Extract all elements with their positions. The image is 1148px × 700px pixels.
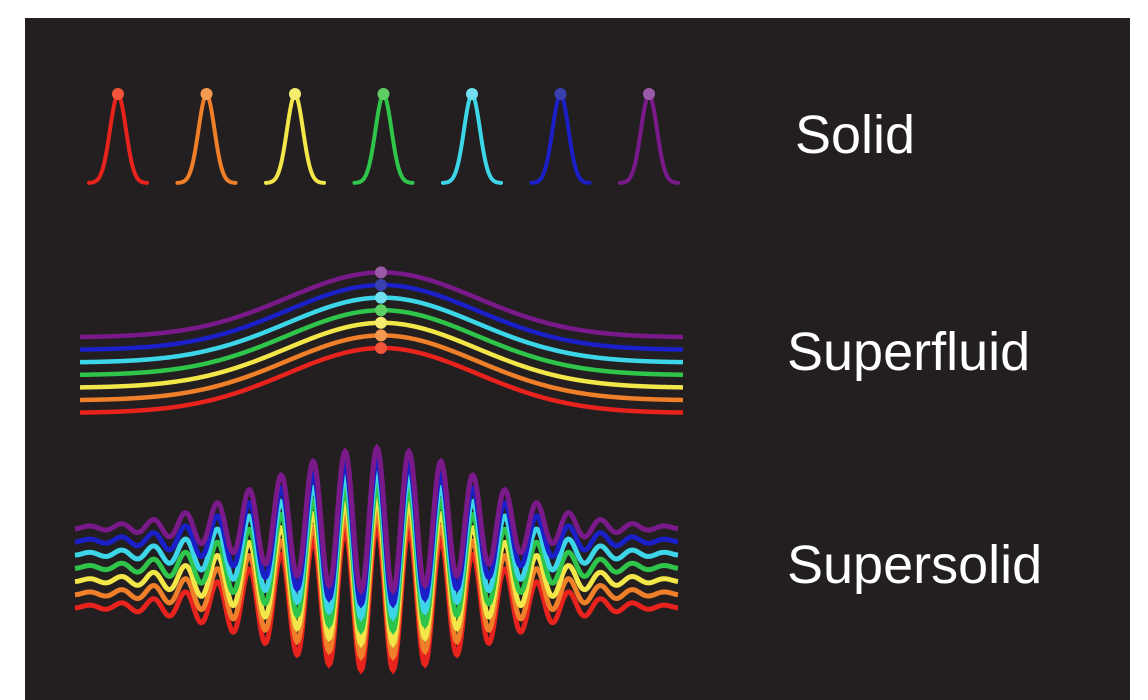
solid-dot: [377, 88, 390, 100]
supersolid-line: [74, 522, 679, 675]
superfluid-label: Superfluid: [787, 322, 1030, 382]
superfluid-dot: [375, 266, 387, 279]
artwork: [74, 88, 684, 675]
superfluid-dot: [375, 329, 387, 342]
solid-dot: [554, 88, 567, 100]
superfluid-dot: [375, 279, 387, 291]
solid-dot: [112, 88, 124, 100]
supersolid-line: [74, 483, 679, 635]
supersolid-line: [74, 509, 679, 662]
supersolid-label: Supersolid: [787, 535, 1042, 595]
solid-dot: [643, 88, 655, 100]
solid-dot: [289, 88, 301, 100]
superfluid-dot: [375, 316, 387, 329]
supersolid-line: [74, 443, 679, 596]
superfluid-dot: [375, 342, 387, 354]
supersolid-line: [74, 496, 679, 649]
superfluid-dot: [375, 304, 387, 317]
supersolid-line: [74, 469, 679, 622]
superfluid-dot: [375, 291, 387, 304]
solid-label: Solid: [795, 105, 915, 165]
solid-dot: [200, 88, 213, 100]
supersolid-line: [74, 456, 679, 609]
solid-dot: [466, 88, 478, 100]
